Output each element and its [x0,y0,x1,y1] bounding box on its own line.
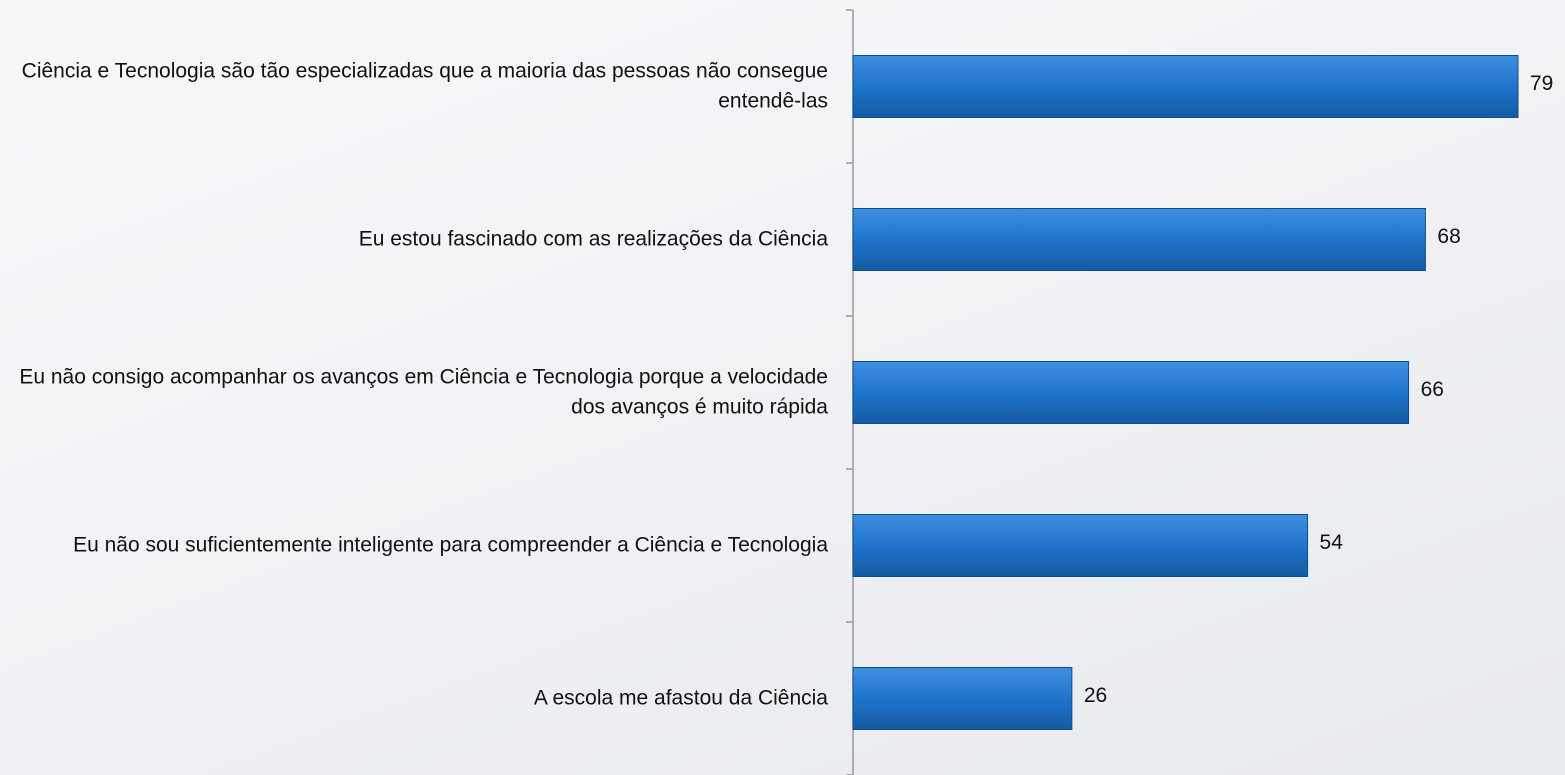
bar [852,208,1426,271]
category-label: Eu estou fascinado com as realizações da… [359,227,829,250]
category-label: A escola me afastou da Ciência [534,686,828,709]
value-label: 66 [1421,378,1444,401]
category-label: Eu não consigo acompanhar os avanços em … [19,365,828,418]
category-label: Ciência e Tecnologia são tão especializa… [22,59,828,112]
bar [852,667,1073,730]
bar [852,55,1519,118]
value-label: 68 [1437,225,1460,248]
bar [852,514,1309,577]
bar [852,361,1410,424]
value-label: 54 [1320,531,1344,554]
category-label: Eu não sou suficientemente inteligente p… [73,533,828,556]
value-label: 26 [1084,684,1107,707]
value-label: 79 [1530,72,1553,95]
